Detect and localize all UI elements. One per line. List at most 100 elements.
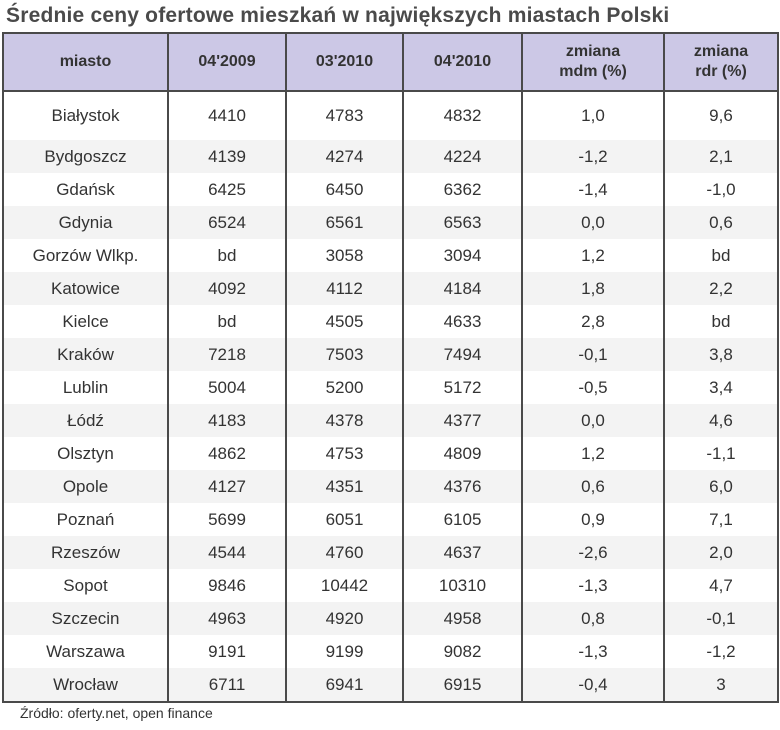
cell-03-2010: 4505 [285, 305, 403, 338]
cell-change-rdr: -0,1 [663, 602, 778, 635]
cell-change-rdr: 4,6 [663, 404, 778, 437]
table-row: Gdynia 6524 6561 6563 0,0 0,6 [3, 206, 778, 239]
cell-04-2010: 7494 [402, 338, 522, 371]
table-row: Olsztyn 4862 4753 4809 1,2 -1,1 [3, 437, 778, 470]
cell-change-mdm: 0,9 [521, 503, 664, 536]
cell-04-2010: 4637 [402, 536, 522, 569]
cell-03-2010: 4378 [285, 404, 403, 437]
cell-04-2009: bd [167, 305, 286, 338]
cell-city: Poznań [3, 503, 168, 536]
cell-04-2010: 5172 [402, 371, 522, 404]
cell-04-2009: 9846 [167, 569, 286, 602]
cell-04-2010: 4958 [402, 602, 522, 635]
cell-04-2009: 9191 [167, 635, 286, 668]
cell-04-2010: 6105 [402, 503, 522, 536]
table-header-row: miasto 04'2009 03'2010 04'2010 zmiana mdm (%)… [3, 33, 778, 92]
cell-03-2010: 4760 [285, 536, 403, 569]
table-row: Gorzów Wlkp. bd 3058 3094 1,2 bd [3, 239, 778, 272]
cell-03-2010: 6450 [285, 173, 403, 206]
cell-04-2009: 4092 [167, 272, 286, 305]
cell-city: Opole [3, 470, 168, 503]
table-row: Białystok 4410 4783 4832 1,0 9,6 [3, 91, 778, 140]
cell-change-mdm: -1,2 [521, 140, 664, 173]
header-04-2010: 04'2010 [402, 33, 522, 92]
prices-table-container: miasto 04'2009 03'2010 04'2010 zmiana mdm (%)… [2, 32, 779, 703]
header-change-rdr: zmiana rdr (%) [663, 33, 778, 92]
table-row: Gdańsk 6425 6450 6362 -1,4 -1,0 [3, 173, 778, 206]
cell-04-2009: 6425 [167, 173, 286, 206]
table-row: Szczecin 4963 4920 4958 0,8 -0,1 [3, 602, 778, 635]
cell-04-2010: 6362 [402, 173, 522, 206]
header-change-mdm: zmiana mdm (%) [521, 33, 664, 92]
cell-04-2009: 4410 [167, 91, 286, 140]
cell-04-2009: 4139 [167, 140, 286, 173]
cell-city: Lublin [3, 371, 168, 404]
table-row: Łódź 4183 4378 4377 0,0 4,6 [3, 404, 778, 437]
header-city: miasto [3, 33, 168, 92]
source-note: Źródło: oferty.net, open finance [20, 705, 213, 721]
cell-04-2010: 4633 [402, 305, 522, 338]
table-row: Kielce bd 4505 4633 2,8 bd [3, 305, 778, 338]
cell-change-mdm: 0,8 [521, 602, 664, 635]
cell-change-mdm: 0,0 [521, 206, 664, 239]
cell-change-mdm: 1,8 [521, 272, 664, 305]
cell-04-2009: 4183 [167, 404, 286, 437]
table-row: Wrocław 6711 6941 6915 -0,4 3 [3, 668, 778, 702]
cell-change-rdr: -1,1 [663, 437, 778, 470]
cell-change-mdm: -1,3 [521, 635, 664, 668]
cell-04-2009: 4544 [167, 536, 286, 569]
cell-change-mdm: 1,2 [521, 239, 664, 272]
cell-city: Wrocław [3, 668, 168, 702]
table-row: Rzeszów 4544 4760 4637 -2,6 2,0 [3, 536, 778, 569]
cell-change-mdm: 0,0 [521, 404, 664, 437]
cell-04-2010: 10310 [402, 569, 522, 602]
cell-change-mdm: -0,1 [521, 338, 664, 371]
cell-change-mdm: -0,4 [521, 668, 664, 702]
cell-change-rdr: 9,6 [663, 91, 778, 140]
cell-04-2010: 4809 [402, 437, 522, 470]
cell-04-2009: 4963 [167, 602, 286, 635]
cell-city: Warszawa [3, 635, 168, 668]
page-title: Średnie ceny ofertowe mieszkań w najwięk… [6, 4, 670, 27]
cell-change-rdr: 3,4 [663, 371, 778, 404]
cell-03-2010: 6561 [285, 206, 403, 239]
cell-03-2010: 4753 [285, 437, 403, 470]
table-row: Poznań 5699 6051 6105 0,9 7,1 [3, 503, 778, 536]
cell-change-mdm: 1,2 [521, 437, 664, 470]
cell-change-mdm: 0,6 [521, 470, 664, 503]
cell-change-rdr: -1,0 [663, 173, 778, 206]
cell-04-2010: 4376 [402, 470, 522, 503]
cell-04-2009: 5004 [167, 371, 286, 404]
cell-city: Katowice [3, 272, 168, 305]
cell-city: Gdańsk [3, 173, 168, 206]
cell-04-2009: bd [167, 239, 286, 272]
cell-04-2009: 4127 [167, 470, 286, 503]
cell-03-2010: 6941 [285, 668, 403, 702]
cell-03-2010: 5200 [285, 371, 403, 404]
cell-change-mdm: -0,5 [521, 371, 664, 404]
cell-04-2010: 4184 [402, 272, 522, 305]
cell-change-mdm: 2,8 [521, 305, 664, 338]
cell-city: Szczecin [3, 602, 168, 635]
cell-change-rdr: bd [663, 239, 778, 272]
cell-03-2010: 6051 [285, 503, 403, 536]
table-row: Lublin 5004 5200 5172 -0,5 3,4 [3, 371, 778, 404]
cell-03-2010: 3058 [285, 239, 403, 272]
cell-03-2010: 4351 [285, 470, 403, 503]
prices-table: miasto 04'2009 03'2010 04'2010 zmiana mdm (%)… [2, 32, 779, 703]
cell-change-rdr: 2,0 [663, 536, 778, 569]
header-04-2009: 04'2009 [167, 33, 286, 92]
cell-change-rdr: 0,6 [663, 206, 778, 239]
cell-04-2009: 5699 [167, 503, 286, 536]
cell-03-2010: 4920 [285, 602, 403, 635]
cell-change-mdm: 1,0 [521, 91, 664, 140]
cell-city: Łódź [3, 404, 168, 437]
cell-change-rdr: 2,1 [663, 140, 778, 173]
cell-change-mdm: -2,6 [521, 536, 664, 569]
cell-03-2010: 4274 [285, 140, 403, 173]
cell-04-2010: 6563 [402, 206, 522, 239]
table-row: Sopot 9846 10442 10310 -1,3 4,7 [3, 569, 778, 602]
cell-change-rdr: 3 [663, 668, 778, 702]
cell-04-2010: 4377 [402, 404, 522, 437]
cell-04-2010: 4224 [402, 140, 522, 173]
